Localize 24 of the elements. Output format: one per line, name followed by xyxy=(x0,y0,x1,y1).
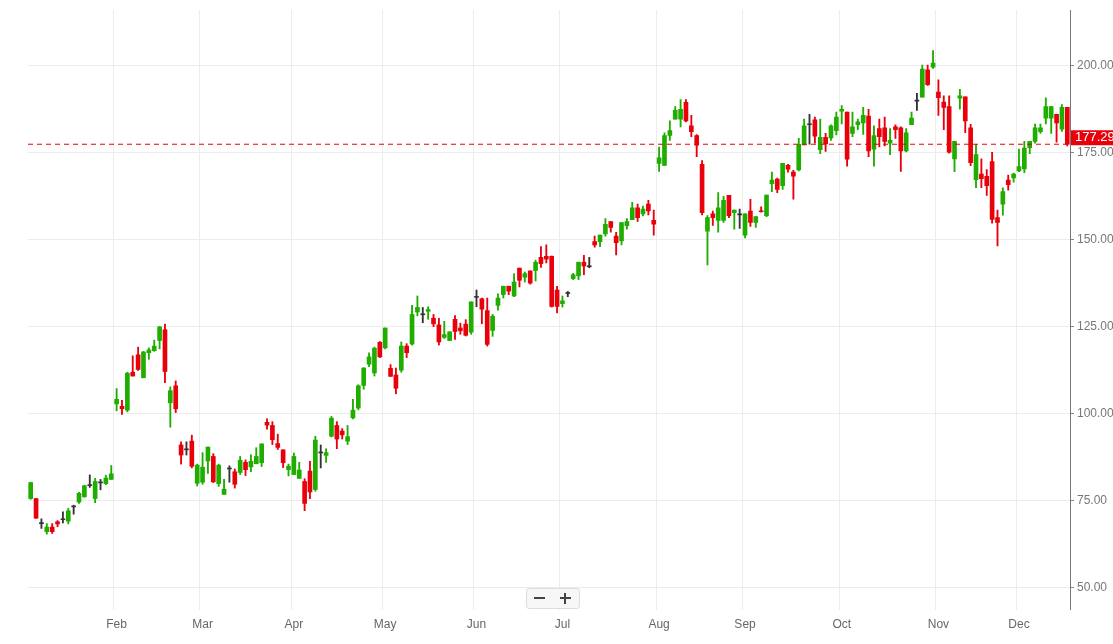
x-tick-label: Dec xyxy=(1008,617,1030,632)
x-tick-label: Nov xyxy=(927,617,950,632)
x-tick-label: Aug xyxy=(648,617,670,632)
x-tick-label: May xyxy=(373,617,397,632)
y-tick-label: 125.00 xyxy=(1077,318,1113,333)
x-tick-label: Apr xyxy=(284,617,304,632)
x-tick-label: Sep xyxy=(734,617,757,632)
candlestick xyxy=(60,511,66,524)
candlestick xyxy=(420,307,426,324)
x-tick-label: Jul xyxy=(554,617,571,632)
y-tick-label: 150.00 xyxy=(1077,231,1113,246)
y-tick-label: 50.00 xyxy=(1077,579,1108,594)
x-tick-label: Jun xyxy=(466,617,487,632)
y-tick-label: 200.00 xyxy=(1077,57,1113,72)
y-tick-label: 75.00 xyxy=(1077,492,1108,507)
candlestick xyxy=(791,169,796,200)
x-tick-label: Mar xyxy=(192,617,213,632)
candlestick xyxy=(39,518,44,529)
y-tick-label: 175.00 xyxy=(1077,144,1113,159)
candlestick xyxy=(936,79,941,116)
candlestick xyxy=(839,105,845,125)
y-tick-label: 100.00 xyxy=(1077,405,1113,420)
x-tick-label: Oct xyxy=(832,617,852,632)
x-tick-label: Feb xyxy=(106,617,128,632)
